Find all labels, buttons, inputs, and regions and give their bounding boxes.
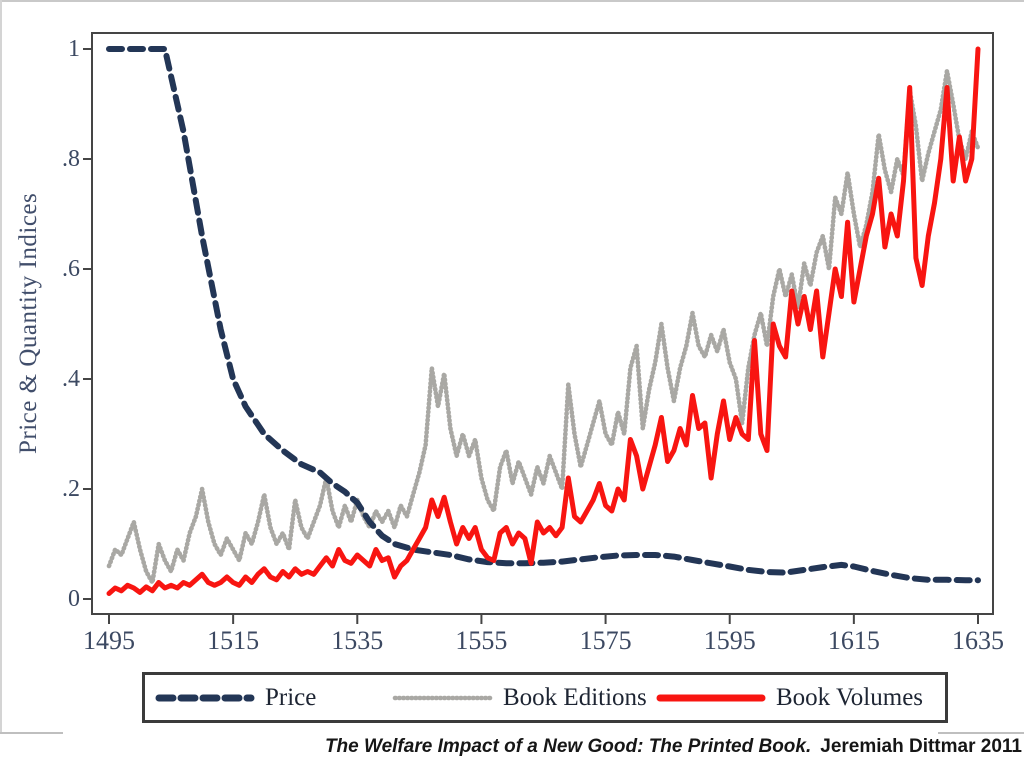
legend-sample-svg [392, 695, 494, 700]
book-editions-legend-label: Book Editions [503, 683, 647, 711]
price-legend-label: Price [265, 683, 317, 711]
slide-border-bottom-left [0, 732, 63, 734]
slide-border-bottom-right [938, 732, 1024, 734]
slide-border-top [0, 0, 1024, 2]
legend-sample-svg [155, 694, 255, 701]
slide-border-left [0, 0, 2, 733]
x-tick-label: 1595 [703, 626, 756, 655]
x-tick-label: 1515 [207, 626, 260, 655]
book-editions-legend-sample [391, 691, 495, 705]
plot-border [91, 32, 994, 615]
book-volumes-legend-label: Book Volumes [776, 683, 924, 711]
y-tick-label: .2 [62, 476, 80, 502]
price-legend-sample [155, 691, 255, 705]
series-price-line [106, 46, 981, 584]
series-book-volumes-line [106, 46, 981, 596]
x-axis-tick-labels: 1495 1515 1535 1555 1575 1595 1615 1635 [0, 626, 1024, 660]
x-tick-label: 1635 [952, 626, 1004, 655]
series-book-editions-line [106, 68, 981, 585]
x-tick-label: 1535 [331, 626, 384, 655]
x-tick-label: 1495 [83, 626, 135, 655]
y-tick-label: .6 [62, 256, 80, 282]
x-tick-label: 1615 [827, 626, 880, 655]
caption-credit: Jeremiah Dittmar 2011 [820, 736, 1022, 757]
caption-title: The Welfare Impact of a New Good: The Pr… [324, 736, 812, 757]
y-tick-label: .4 [62, 366, 80, 392]
x-tick-label: 1555 [455, 626, 508, 655]
x-tick-label: 1575 [579, 626, 632, 655]
y-tick-label: .8 [62, 146, 80, 172]
legend-sample-svg [656, 694, 766, 701]
y-tick-label: 1 [68, 36, 80, 62]
y-tick-label: 0 [68, 586, 80, 612]
figure-caption: The Welfare Impact of a New Good: The Pr… [262, 736, 1022, 758]
y-axis-tick-labels: 0 .2 .4 .6 .8 1 [0, 0, 82, 766]
book-volumes-legend-sample [656, 691, 766, 705]
legend-box: Price Book Editions Book Volumes [142, 672, 948, 723]
